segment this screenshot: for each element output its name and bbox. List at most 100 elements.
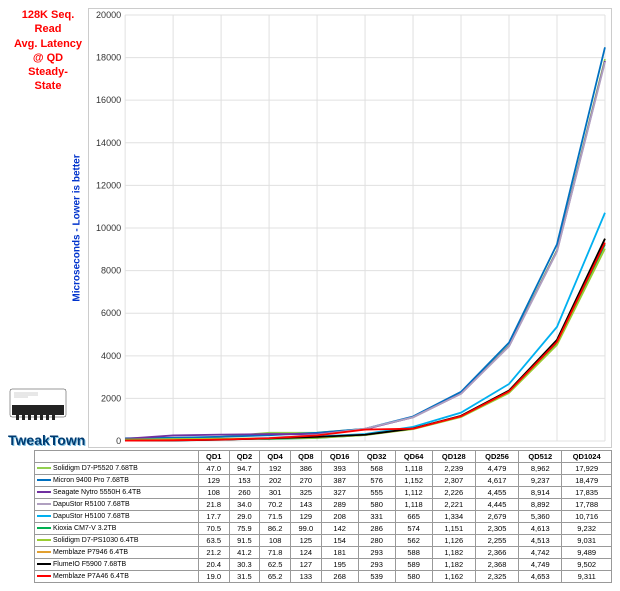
series-name-cell: Solidigm D7-P5520 7.68TB — [35, 463, 199, 475]
data-cell: 260 — [229, 487, 260, 499]
data-cell: 154 — [321, 535, 358, 547]
table-row: DapuStor R5100 7.68TB21.834.070.21432895… — [35, 499, 612, 511]
data-cell: 9,237 — [519, 475, 562, 487]
data-cell: 1,126 — [432, 535, 475, 547]
data-cell: 9,502 — [562, 559, 612, 571]
data-cell: 181 — [321, 547, 358, 559]
data-cell: 30.3 — [229, 559, 260, 571]
table-header: QD1 — [198, 451, 229, 463]
data-cell: 589 — [395, 559, 432, 571]
data-cell: 280 — [358, 535, 395, 547]
table-row: Micron 9400 Pro 7.68TB129153202270387576… — [35, 475, 612, 487]
data-cell: 327 — [321, 487, 358, 499]
data-cell: 86.2 — [260, 523, 291, 535]
data-cell: 2,307 — [432, 475, 475, 487]
data-cell: 129 — [198, 475, 229, 487]
data-cell: 270 — [290, 475, 321, 487]
series-name: DapuStor R5100 7.68TB — [53, 501, 130, 508]
data-cell: 143 — [290, 499, 321, 511]
series-name-cell: FlumeIO F5900 7.68TB — [35, 559, 199, 571]
data-cell: 2,221 — [432, 499, 475, 511]
data-cell: 2,325 — [475, 571, 518, 583]
series-name-cell: Micron 9400 Pro 7.68TB — [35, 475, 199, 487]
data-cell: 2,255 — [475, 535, 518, 547]
table-header: QD64 — [395, 451, 432, 463]
table-row: Solidigm D7-PS1030 6.4TB63.591.510812515… — [35, 535, 612, 547]
legend-swatch — [37, 467, 51, 470]
svg-text:12000: 12000 — [96, 180, 121, 190]
svg-text:6000: 6000 — [101, 308, 121, 318]
data-cell: 580 — [395, 571, 432, 583]
data-cell: 293 — [358, 559, 395, 571]
series-name: Seagate Nytro 5550H 6.4TB — [53, 489, 141, 496]
data-cell: 4,749 — [519, 559, 562, 571]
data-cell: 8,892 — [519, 499, 562, 511]
data-cell: 4,617 — [475, 475, 518, 487]
watermark-logo: TweakTown — [8, 432, 88, 448]
data-cell: 4,455 — [475, 487, 518, 499]
table-header: QD8 — [290, 451, 321, 463]
data-cell: 142 — [321, 523, 358, 535]
data-cell: 289 — [321, 499, 358, 511]
data-cell: 568 — [358, 463, 395, 475]
data-cell: 331 — [358, 511, 395, 523]
table-header: QD2 — [229, 451, 260, 463]
series-name-cell: Seagate Nytro 5550H 6.4TB — [35, 487, 199, 499]
table-row: Solidigm D7-P5520 7.68TB47.094.719238639… — [35, 463, 612, 475]
legend-swatch — [37, 551, 51, 554]
legend-swatch — [37, 491, 51, 494]
data-cell: 9,232 — [562, 523, 612, 535]
data-cell: 1,182 — [432, 559, 475, 571]
data-cell: 70.2 — [260, 499, 291, 511]
data-cell: 1,151 — [432, 523, 475, 535]
data-cell: 29.0 — [229, 511, 260, 523]
data-cell: 2,368 — [475, 559, 518, 571]
series-name: Memblaze P7946 6.4TB — [53, 549, 128, 556]
data-cell: 94.7 — [229, 463, 260, 475]
table-header-empty — [35, 451, 199, 463]
data-cell: 202 — [260, 475, 291, 487]
data-cell: 555 — [358, 487, 395, 499]
data-cell: 19.0 — [198, 571, 229, 583]
data-cell: 576 — [358, 475, 395, 487]
data-cell: 41.2 — [229, 547, 260, 559]
data-cell: 47.0 — [198, 463, 229, 475]
data-cell: 325 — [290, 487, 321, 499]
series-name-cell: DapuStor H5100 7.68TB — [35, 511, 199, 523]
table-header: QD1024 — [562, 451, 612, 463]
series-name-cell: Memblaze P7A46 6.4TB — [35, 571, 199, 583]
data-cell: 18,479 — [562, 475, 612, 487]
data-cell: 108 — [198, 487, 229, 499]
data-cell: 127 — [290, 559, 321, 571]
data-cell: 1,152 — [395, 475, 432, 487]
series-name: Kioxia CM7-V 3.2TB — [53, 525, 116, 532]
data-cell: 17,929 — [562, 463, 612, 475]
series-name-cell: Memblaze P7946 6.4TB — [35, 547, 199, 559]
data-cell: 31.5 — [229, 571, 260, 583]
data-cell: 4,445 — [475, 499, 518, 511]
data-cell: 387 — [321, 475, 358, 487]
table-header: QD512 — [519, 451, 562, 463]
data-cell: 71.5 — [260, 511, 291, 523]
data-cell: 588 — [395, 547, 432, 559]
svg-text:0: 0 — [116, 436, 121, 446]
legend-swatch — [37, 515, 51, 518]
data-cell: 4,653 — [519, 571, 562, 583]
data-cell: 2,366 — [475, 547, 518, 559]
legend-swatch — [37, 575, 51, 578]
table-header: QD16 — [321, 451, 358, 463]
data-cell: 2,305 — [475, 523, 518, 535]
data-cell: 99.0 — [290, 523, 321, 535]
data-cell: 1,118 — [395, 463, 432, 475]
data-cell: 9,031 — [562, 535, 612, 547]
legend-swatch — [37, 527, 51, 530]
data-cell: 580 — [358, 499, 395, 511]
table-row: Seagate Nytro 5550H 6.4TB108260301325327… — [35, 487, 612, 499]
data-cell: 665 — [395, 511, 432, 523]
svg-text:14000: 14000 — [96, 138, 121, 148]
data-cell: 63.5 — [198, 535, 229, 547]
legend-swatch — [37, 503, 51, 506]
data-cell: 4,513 — [519, 535, 562, 547]
data-cell: 574 — [395, 523, 432, 535]
data-cell: 539 — [358, 571, 395, 583]
